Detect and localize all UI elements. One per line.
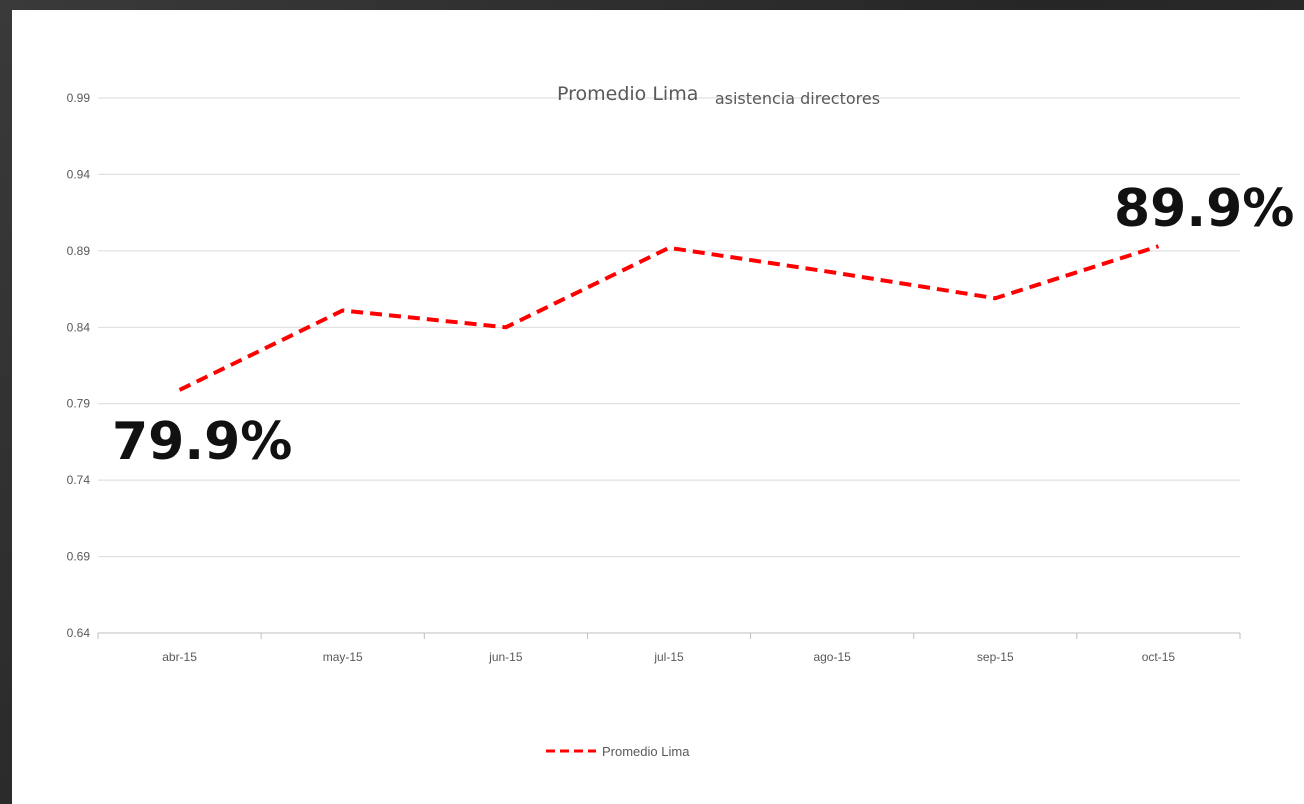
x-tick-label: ago-15	[813, 650, 851, 664]
annotation-start-value: 79.9%	[112, 412, 292, 472]
y-tick-label: 0.74	[67, 473, 91, 487]
legend: Promedio Lima	[546, 744, 690, 759]
x-tick-label: jun-15	[488, 650, 523, 664]
x-tick-label: oct-15	[1142, 650, 1176, 664]
x-axis	[97, 632, 1241, 639]
series-lines	[178, 244, 1160, 392]
gridlines	[98, 97, 1240, 558]
series-line	[178, 244, 1160, 392]
chart-area	[12, 10, 1304, 804]
chart-title: Promedio Lima	[557, 83, 698, 105]
y-axis-ticks: 0.64 0.69 0.74 0.79 0.84 0.89 0.94 0.99	[67, 91, 91, 640]
y-tick-label: 0.99	[67, 91, 91, 105]
y-tick-label: 0.79	[67, 397, 91, 411]
x-tick-label: jul-15	[653, 650, 684, 664]
x-axis-ticks: abr-15 may-15 jun-15 jul-15 ago-15 sep-15 oct-…	[162, 650, 1175, 664]
legend-label: Promedio Lima	[602, 744, 690, 759]
x-tick-label: may-15	[323, 650, 363, 664]
annotation-end-value: 89.9%	[1114, 179, 1294, 239]
y-tick-label: 0.69	[67, 550, 91, 564]
y-tick-label: 0.89	[67, 244, 91, 258]
y-tick-label: 0.84	[67, 320, 91, 334]
chart-subtitle: asistencia directores	[715, 89, 880, 108]
x-tick-label: abr-15	[162, 650, 197, 664]
y-tick-label: 0.94	[67, 167, 91, 181]
y-tick-label: 0.64	[67, 626, 91, 640]
svg-text:Promedio Lima asistencia d: Promedio Lima asistencia directores	[557, 83, 880, 108]
x-tick-label: sep-15	[977, 650, 1014, 664]
